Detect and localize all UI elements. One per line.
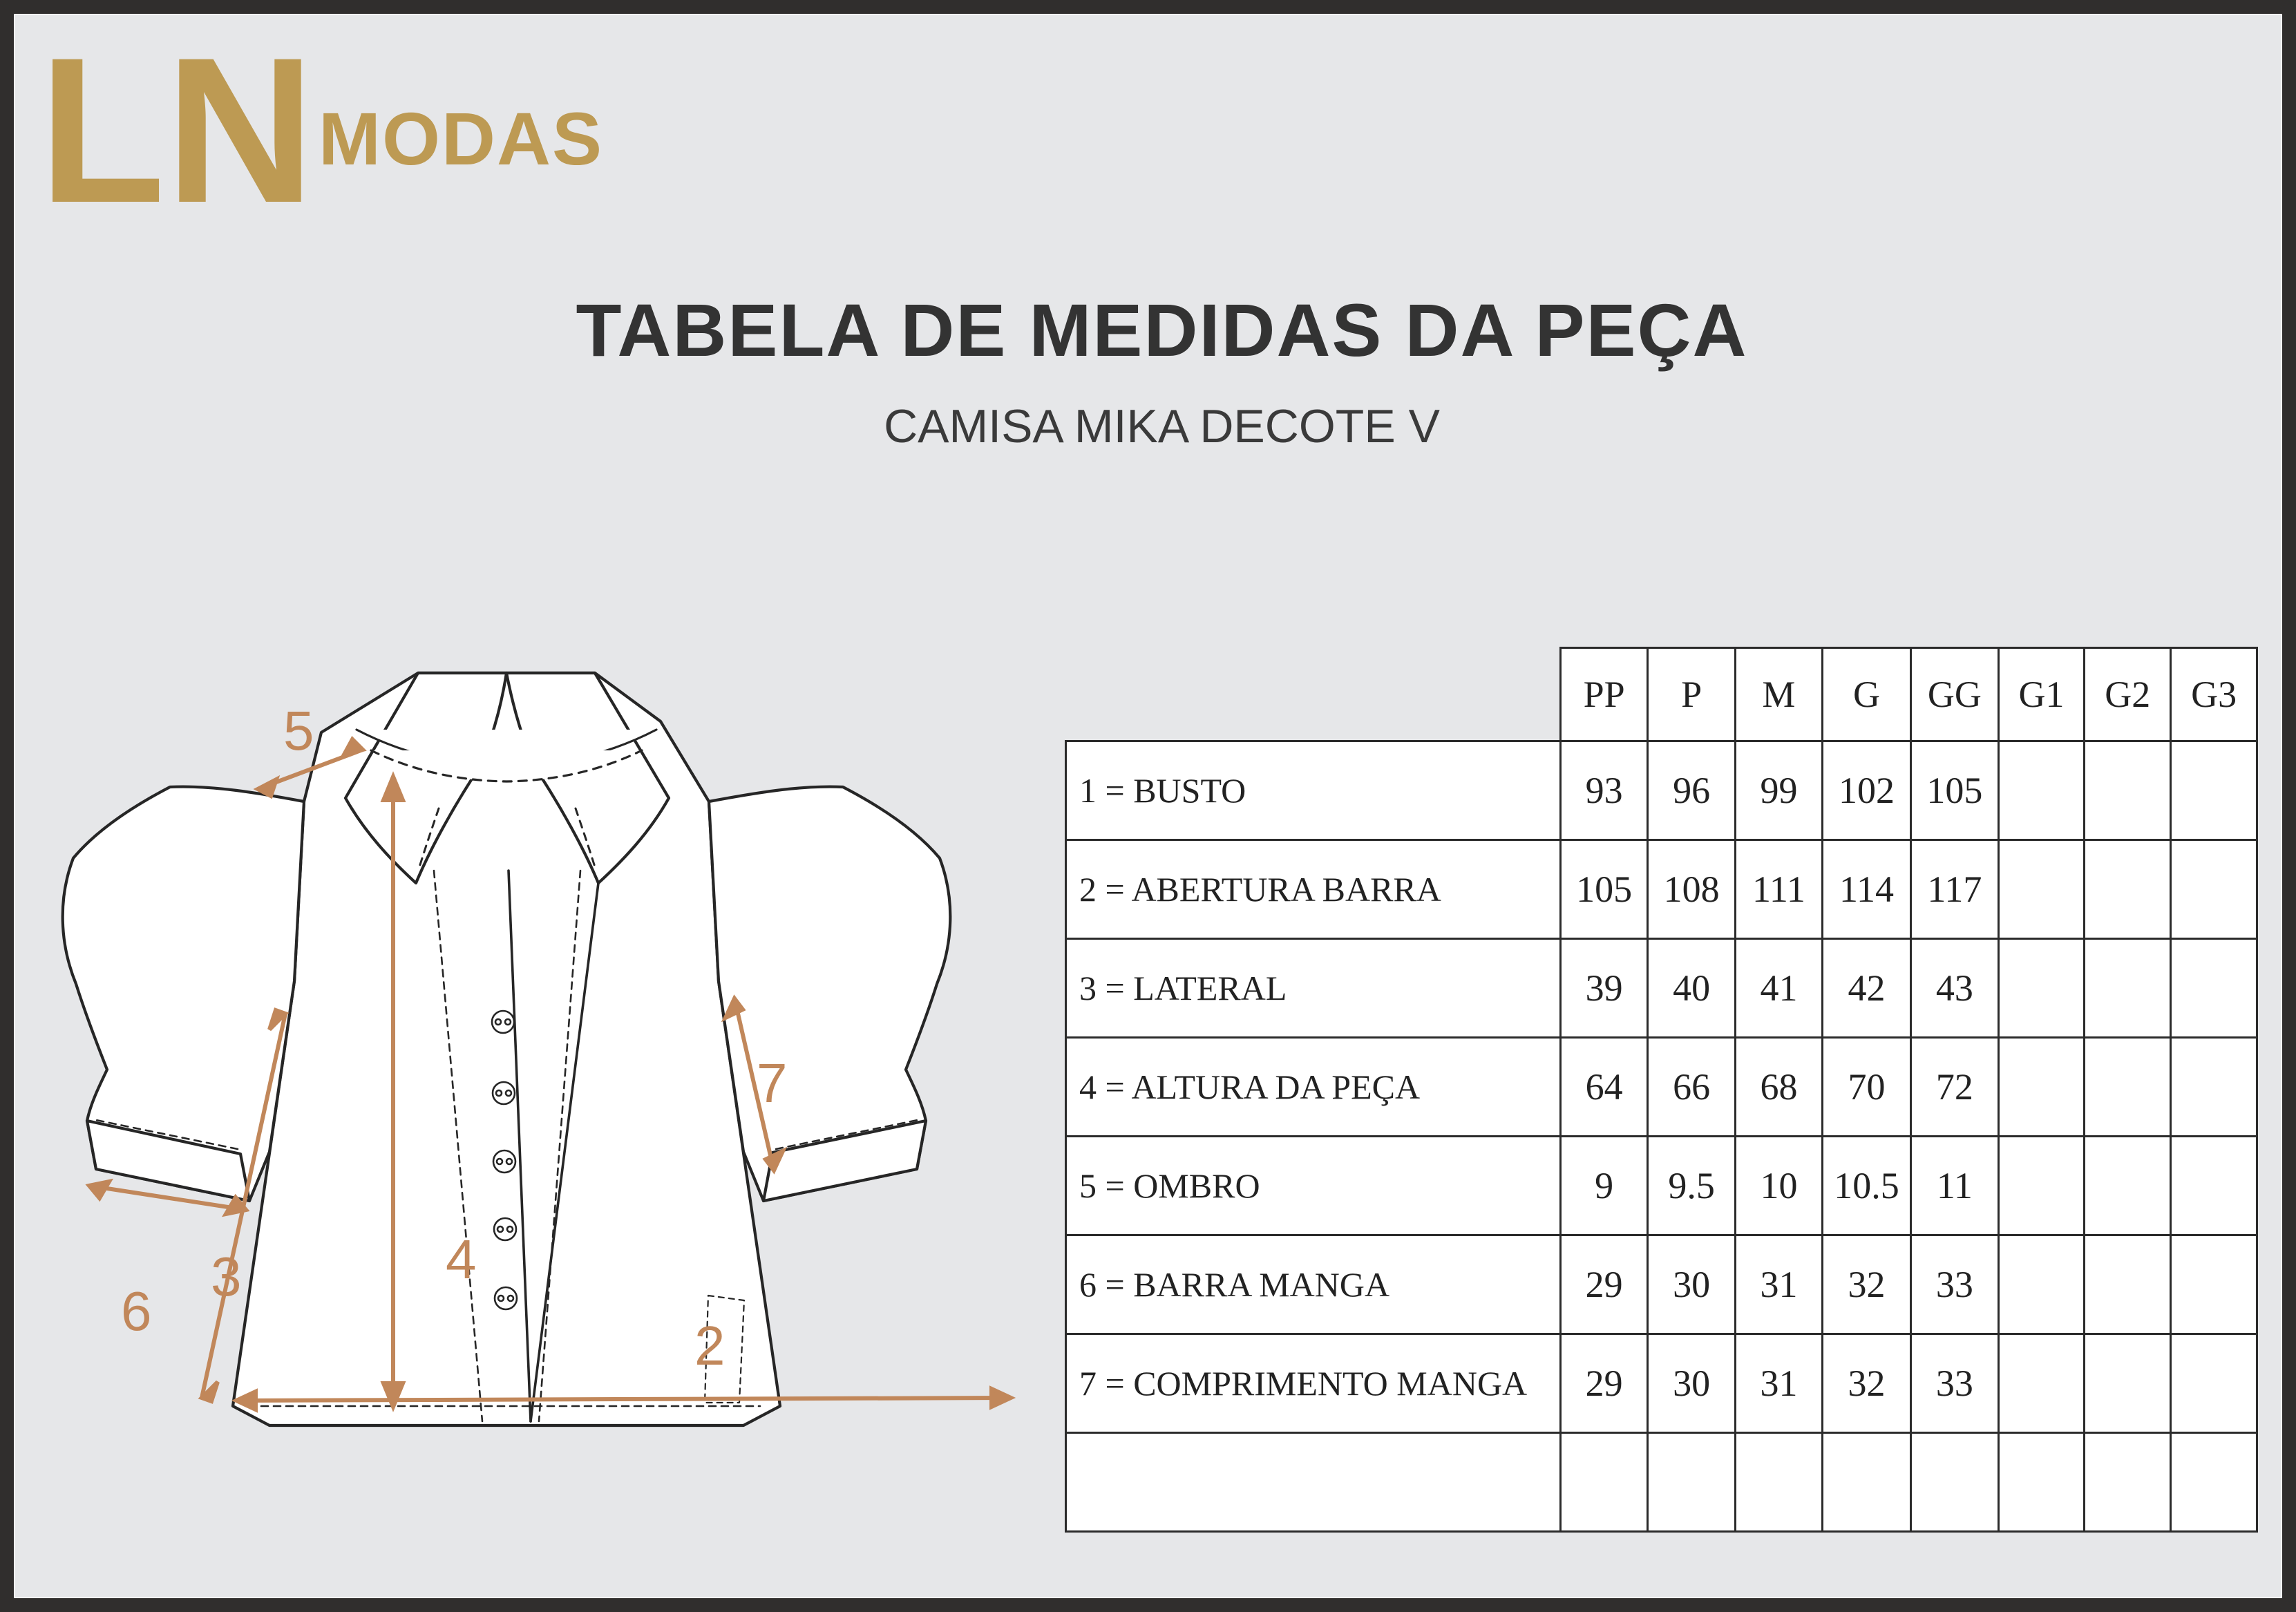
svg-text:6: 6: [121, 1280, 152, 1342]
svg-text:3: 3: [211, 1246, 242, 1307]
svg-text:5: 5: [283, 700, 314, 761]
svg-text:7: 7: [757, 1052, 788, 1114]
svg-text:4: 4: [446, 1229, 477, 1290]
svg-text:2: 2: [694, 1315, 725, 1376]
